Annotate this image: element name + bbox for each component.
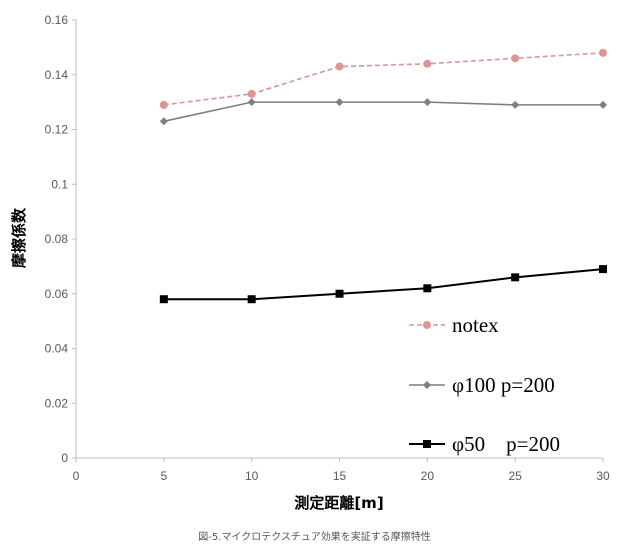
legend-label: φ50 p=200 (452, 432, 560, 456)
series-line (163, 101, 603, 123)
x-tick-label: 25 (508, 469, 522, 483)
series-line (163, 52, 604, 106)
data-point (247, 98, 256, 107)
series-1 (159, 98, 607, 126)
x-tick-label: 20 (421, 469, 435, 483)
y-tick-label: 0.1 (51, 177, 68, 191)
series-0 (159, 48, 607, 109)
data-point (511, 100, 520, 109)
data-point (423, 284, 432, 293)
legend-item: φ50 p=200 (409, 432, 560, 456)
legend-marker (423, 321, 431, 329)
y-tick-label: 0.02 (45, 396, 69, 410)
data-point (423, 59, 432, 68)
y-tick-label: 0.12 (45, 123, 69, 137)
x-axis-title: 測定距離[m] (294, 494, 383, 512)
y-tick-label: 0.04 (45, 342, 69, 356)
data-point (335, 289, 344, 298)
x-tick-label: 15 (333, 469, 347, 483)
data-point (423, 98, 432, 107)
y-tick-label: 0.08 (45, 232, 69, 246)
legend: notex φ100 p=200 φ50 p=200 (409, 313, 560, 456)
data-point (599, 100, 607, 109)
x-tick-label: 10 (245, 469, 259, 483)
legend-item: notex (409, 313, 499, 337)
legend-label: notex (452, 313, 499, 337)
y-tick-label: 0 (61, 451, 68, 465)
y-tick-label: 0.16 (45, 13, 69, 27)
x-tick-label: 0 (73, 469, 80, 483)
x-tick-label: 30 (596, 469, 610, 483)
y-tick-label: 0.06 (45, 287, 69, 301)
data-point (247, 295, 256, 304)
data-point (159, 295, 168, 304)
data-point (599, 265, 607, 274)
legend-marker (423, 440, 431, 448)
y-axis-title: 摩擦係数 (10, 207, 28, 268)
y-tick-label: 0.14 (45, 68, 69, 82)
data-point (511, 273, 520, 282)
data-point (511, 54, 520, 63)
legend-label: φ100 p=200 (452, 373, 555, 397)
series-2 (159, 265, 607, 304)
data-point (599, 48, 607, 57)
data-point (159, 100, 168, 109)
data-point (335, 62, 344, 71)
data-point (335, 98, 344, 107)
figure-caption: 図-5.マイクロテクスチュア効果を実証する摩擦特性 (198, 532, 431, 543)
series-layer (159, 48, 607, 304)
data-point (247, 89, 256, 98)
series-line (163, 268, 604, 301)
x-tick-label: 5 (160, 469, 167, 483)
data-point (159, 117, 168, 126)
legend-item: φ100 p=200 (409, 373, 555, 397)
x-axis-ticks: 0 5 10 15 20 25 30 (73, 458, 610, 483)
y-axis-ticks: 0 0.02 0.04 0.06 0.08 0.1 0.12 0.14 0.16 (45, 13, 76, 465)
legend-marker (423, 381, 431, 389)
